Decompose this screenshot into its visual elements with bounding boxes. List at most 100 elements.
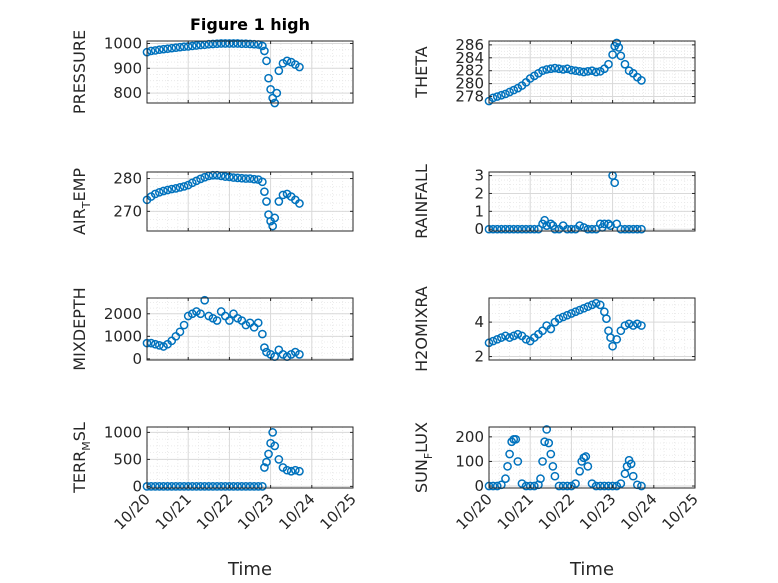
data-series bbox=[142, 295, 304, 361]
y-axis-label: SUNFLUX bbox=[412, 422, 435, 493]
data-point bbox=[204, 482, 214, 491]
y-axis-label-main: RAINFALL bbox=[412, 164, 431, 239]
data-point bbox=[225, 39, 234, 48]
data-point bbox=[155, 482, 164, 491]
subplot-5: 0 1000 2000 MIXDEPTH bbox=[70, 287, 354, 371]
axes-box bbox=[488, 171, 696, 232]
data-point bbox=[220, 39, 230, 48]
data-series bbox=[484, 171, 646, 234]
y-tick-label: 284 bbox=[455, 49, 484, 67]
data-point bbox=[513, 457, 523, 466]
data-point bbox=[509, 85, 519, 95]
data-point bbox=[509, 331, 519, 341]
y-axis-label-main: H2OMIXRA bbox=[412, 286, 431, 372]
data-point bbox=[187, 41, 197, 51]
subplot-8: 010020010/2010/2110/2210/2310/2410/25Tim… bbox=[412, 422, 702, 580]
data-point bbox=[571, 307, 580, 317]
data-point bbox=[620, 59, 630, 69]
data-point bbox=[262, 56, 271, 66]
data-point bbox=[171, 43, 181, 53]
axes-box bbox=[146, 426, 354, 489]
data-point bbox=[290, 465, 300, 475]
data-point bbox=[216, 482, 226, 491]
data-point bbox=[614, 43, 624, 52]
data-point bbox=[562, 481, 572, 491]
data-point bbox=[274, 455, 284, 464]
data-point bbox=[260, 46, 269, 56]
data-point bbox=[229, 173, 238, 182]
data-point bbox=[501, 89, 510, 99]
y-axis-label-tail: EMP bbox=[70, 168, 89, 202]
data-point bbox=[521, 334, 531, 344]
data-series bbox=[142, 170, 304, 231]
subplot-6: 2 4 H2OMIXRA bbox=[412, 286, 696, 372]
y-tick-label: 800 bbox=[113, 84, 142, 102]
tick-marks bbox=[146, 172, 354, 231]
data-point bbox=[229, 482, 238, 491]
data-point bbox=[575, 305, 584, 315]
data-point bbox=[295, 199, 304, 208]
data-series bbox=[484, 425, 646, 491]
data-point bbox=[583, 224, 593, 234]
data-point bbox=[216, 39, 226, 48]
data-point bbox=[616, 479, 626, 488]
data-point bbox=[501, 224, 510, 234]
data-point bbox=[233, 482, 242, 491]
data-point bbox=[249, 482, 259, 491]
tick-marks bbox=[146, 298, 354, 360]
y-tick-label: 900 bbox=[113, 59, 142, 77]
data-point bbox=[626, 459, 636, 469]
y-tick-label: 3 bbox=[474, 167, 484, 185]
data-series bbox=[142, 39, 304, 108]
data-point bbox=[225, 482, 234, 491]
data-point bbox=[179, 42, 189, 52]
data-point bbox=[212, 482, 222, 491]
data-point bbox=[187, 178, 197, 188]
data-point bbox=[538, 457, 547, 466]
data-point bbox=[497, 333, 506, 342]
x-axis-label: Time bbox=[569, 559, 614, 580]
data-point bbox=[604, 59, 613, 69]
data-point bbox=[509, 224, 519, 234]
data-point bbox=[270, 213, 280, 223]
y-axis-label-subscript: T bbox=[80, 201, 93, 209]
y-axis-label-main: TERR bbox=[70, 451, 89, 494]
data-point bbox=[192, 482, 201, 491]
axes-box bbox=[146, 40, 354, 104]
data-point bbox=[595, 300, 605, 310]
data-point bbox=[237, 39, 247, 49]
y-tick-label: 0 bbox=[474, 220, 484, 238]
data-point bbox=[525, 224, 535, 234]
data-point bbox=[266, 85, 275, 94]
data-point bbox=[542, 65, 552, 74]
data-point bbox=[171, 184, 181, 193]
data-point bbox=[192, 41, 201, 50]
data-point bbox=[220, 482, 230, 491]
data-point bbox=[610, 178, 620, 188]
data-point bbox=[624, 319, 634, 329]
data-point bbox=[525, 481, 535, 491]
data-point bbox=[492, 334, 502, 344]
data-point bbox=[150, 46, 160, 55]
y-tick-label: 2 bbox=[474, 184, 484, 202]
data-point bbox=[220, 172, 230, 181]
data-point bbox=[542, 221, 552, 230]
y-tick-label: 1000 bbox=[104, 423, 142, 441]
data-point bbox=[624, 224, 634, 234]
data-point bbox=[159, 482, 168, 491]
tick-marks bbox=[146, 427, 354, 488]
data-point bbox=[249, 174, 259, 184]
data-point bbox=[548, 462, 558, 471]
data-point bbox=[179, 320, 189, 330]
y-axis-label-main: AIR bbox=[70, 208, 89, 235]
data-point bbox=[200, 482, 210, 491]
data-point bbox=[505, 449, 514, 459]
y-axis-label: TERRMSL bbox=[70, 422, 93, 494]
data-point bbox=[245, 482, 255, 491]
data-point bbox=[567, 224, 576, 234]
data-point bbox=[159, 44, 168, 54]
data-point bbox=[521, 224, 531, 234]
data-point bbox=[637, 321, 646, 330]
y-tick-label: 270 bbox=[113, 202, 142, 220]
data-point bbox=[575, 466, 584, 476]
